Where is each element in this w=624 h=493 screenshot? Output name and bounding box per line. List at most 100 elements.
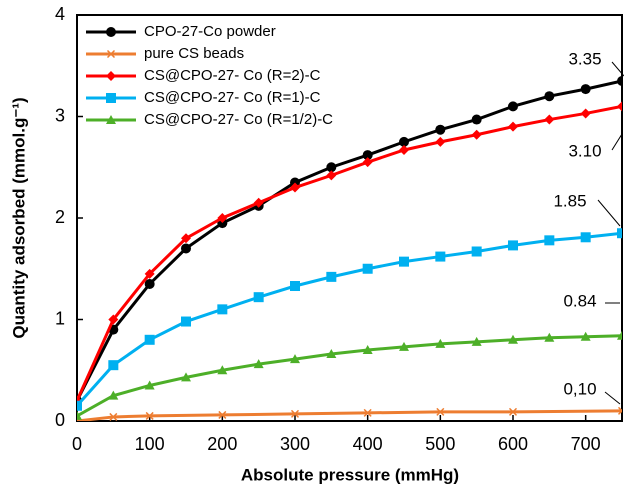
y-tick-label: 0 [55,410,65,430]
legend-label: CS@CPO-27- Co (R=2)-C [144,67,321,84]
marker [108,412,119,421]
series-line [77,231,622,407]
marker [108,360,119,371]
marker [362,408,373,417]
marker [217,213,228,223]
annotation-leader [604,391,621,405]
marker [580,108,591,119]
annotation-leader [611,133,623,151]
x-tick-label: 700 [571,434,601,454]
marker [544,114,555,125]
marker [290,281,300,292]
marker [181,233,191,244]
x-tick-label: 400 [353,434,383,454]
x-tick-label: 100 [135,434,165,454]
marker [399,136,409,147]
marker [435,407,446,416]
legend-label: CS@CPO-27- Co (R=1)-C [144,89,321,106]
x-tick-label: 200 [207,434,237,454]
marker [617,330,622,340]
marker [435,251,446,262]
marker [399,144,409,155]
marker [326,170,337,181]
marker [544,332,555,342]
plot-area [77,75,622,421]
annotation: 0.84 [563,291,596,310]
marker [181,372,191,382]
marker [326,162,337,173]
marker [181,243,191,254]
annotation: 3.10 [568,141,601,160]
y-tick-label: 4 [55,4,65,24]
y-tick-label: 2 [55,207,65,227]
marker [471,246,482,257]
y-tick-label: 3 [55,105,65,125]
x-tick-label: 0 [72,434,82,454]
annotation: 0,10 [563,379,596,398]
marker [362,263,373,274]
marker [617,75,622,86]
marker [399,341,409,351]
marker [471,114,482,125]
marker [144,278,155,289]
marker [106,93,116,103]
marker [508,407,518,416]
marker [544,91,555,102]
marker [544,235,555,246]
marker [617,228,622,239]
annotation-leader [597,199,621,227]
marker [362,150,373,161]
marker [253,292,264,303]
marker [362,157,373,168]
marker [326,271,337,282]
marker [77,410,82,420]
marker [106,27,116,37]
marker [471,129,482,140]
marker [217,365,228,375]
marker [181,316,191,327]
annotation: 3.35 [568,49,601,68]
marker [144,268,155,279]
marker [290,177,300,188]
series-line [77,334,622,418]
annotation: 1.85 [553,191,586,210]
marker [77,400,82,411]
marker [471,336,482,346]
marker [326,349,337,359]
marker [144,334,155,345]
marker [508,101,518,112]
marker [144,380,155,390]
x-tick-label: 300 [280,434,310,454]
marker [108,314,119,325]
legend-label: CPO-27-Co powder [144,23,276,40]
marker [217,304,228,315]
marker [508,121,518,132]
marker [508,240,518,251]
marker [580,331,591,341]
y-tick-label: 1 [55,308,65,328]
marker [435,136,446,147]
series-line [77,79,622,402]
marker [362,344,373,354]
marker [108,390,119,400]
marker [253,197,264,208]
marker [106,71,116,81]
series-line [77,104,622,402]
marker [435,124,446,135]
marker [290,182,300,193]
marker [253,359,264,369]
marker [144,411,155,420]
marker [290,409,300,418]
marker [106,115,116,124]
x-tick-label: 500 [425,434,455,454]
marker [508,334,518,344]
marker [217,410,228,419]
x-tick-label: 600 [498,434,528,454]
marker [435,338,446,348]
legend-label: pure CS beads [144,45,244,62]
x-axis-title: Absolute pressure (mmHg) [241,465,459,484]
marker [290,354,300,364]
marker [580,232,591,243]
